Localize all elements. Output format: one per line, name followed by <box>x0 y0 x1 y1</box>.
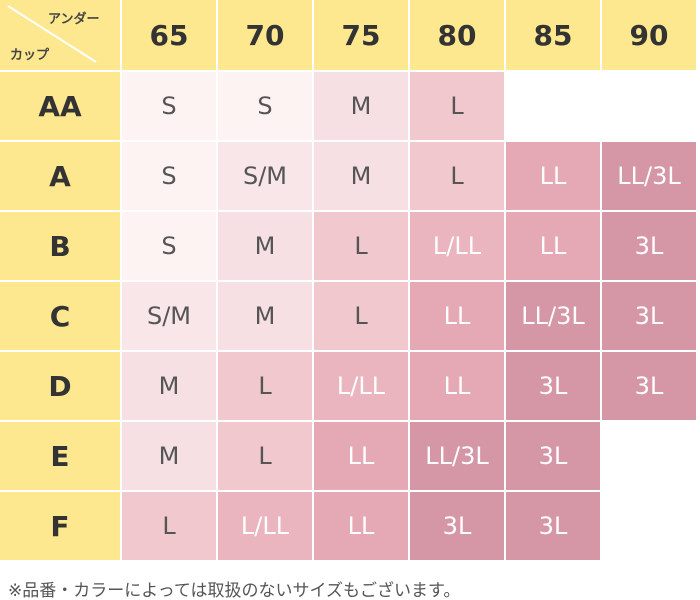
size-cell: L <box>314 282 408 350</box>
row-header: C <box>0 282 120 350</box>
size-cell: LL <box>410 352 504 420</box>
size-cell: 3L <box>602 282 696 350</box>
column-header: 70 <box>218 0 312 70</box>
size-cell: L <box>218 422 312 490</box>
size-cell: LL/3L <box>410 422 504 490</box>
size-cell: 3L <box>602 352 696 420</box>
size-cell: LL <box>506 212 600 280</box>
size-cell: LL <box>314 492 408 560</box>
diagonal <box>7 5 97 63</box>
size-cell: M <box>218 212 312 280</box>
size-cell: L/LL <box>410 212 504 280</box>
size-cell: L <box>314 212 408 280</box>
size-cell: L <box>410 72 504 140</box>
column-header: 80 <box>410 0 504 70</box>
row-header: D <box>0 352 120 420</box>
size-cell: S <box>122 72 216 140</box>
size-cell: 3L <box>410 492 504 560</box>
size-cell: 3L <box>506 422 600 490</box>
size-cell: L <box>122 492 216 560</box>
corner-cell: アンダー カップ <box>0 0 120 70</box>
row-header: A <box>0 142 120 210</box>
row-header: AA <box>0 72 120 140</box>
size-cell: LL/3L <box>506 282 600 350</box>
size-cell: S <box>122 212 216 280</box>
size-cell: M <box>314 142 408 210</box>
size-cell: S <box>122 142 216 210</box>
size-cell: S/M <box>122 282 216 350</box>
size-cell: M <box>314 72 408 140</box>
size-cell: LL <box>410 282 504 350</box>
under-label: アンダー <box>48 12 100 27</box>
row-header: B <box>0 212 120 280</box>
size-cell: S <box>218 72 312 140</box>
size-cell: M <box>218 282 312 350</box>
footnote: ※品番・カラーによっては取扱のないサイズもございます。 <box>8 581 461 600</box>
column-header: 65 <box>122 0 216 70</box>
size-cell: S/M <box>218 142 312 210</box>
size-cell: M <box>122 422 216 490</box>
size-cell: L/LL <box>218 492 312 560</box>
size-cell: 3L <box>506 492 600 560</box>
column-header: 90 <box>602 0 696 70</box>
column-header: 75 <box>314 0 408 70</box>
size-cell: M <box>122 352 216 420</box>
size-cell: L/LL <box>314 352 408 420</box>
size-cell: L <box>218 352 312 420</box>
size-cell: LL/3L <box>602 142 696 210</box>
size-cell: 3L <box>602 212 696 280</box>
row-header: E <box>0 422 120 490</box>
size-cell: LL <box>314 422 408 490</box>
row-header: F <box>0 492 120 560</box>
size-cell: LL <box>506 142 600 210</box>
cup-label: カップ <box>10 48 50 63</box>
column-header: 85 <box>506 0 600 70</box>
size-cell: 3L <box>506 352 600 420</box>
size-cell: L <box>410 142 504 210</box>
